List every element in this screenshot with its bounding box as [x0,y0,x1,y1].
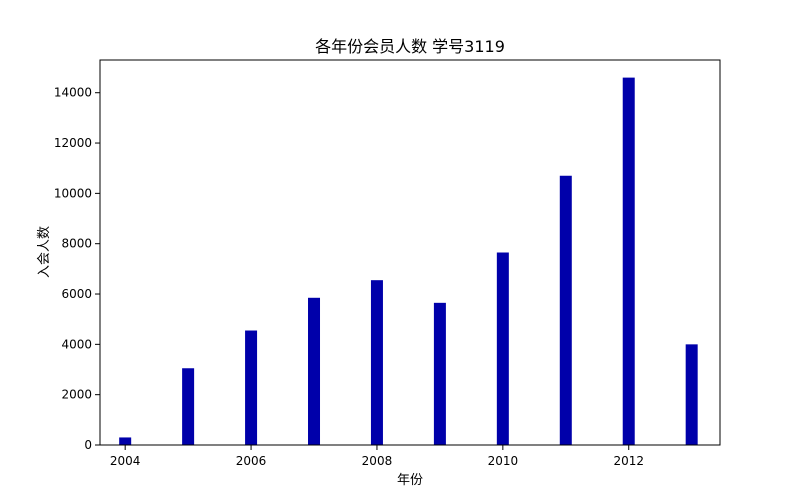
x-tick-label: 2006 [236,454,267,468]
bar-2007 [308,297,321,445]
y-tick-label: 6000 [61,287,92,301]
x-axis-label: 年份 [397,473,423,488]
bar-2012 [622,77,635,446]
y-axis: 0 2000 4000 6000 8000 10000 12000 14000 [54,86,100,452]
bar-2005 [182,368,195,445]
bars-group [119,77,698,446]
y-tick-label: 2000 [61,388,92,402]
chart-title: 各年份会员人数 学号3119 [315,37,505,56]
x-axis: 2004 2006 2008 2010 2012 [110,445,644,468]
bar-2011 [559,175,572,445]
bar-2009 [433,302,446,445]
bar-2006 [245,330,258,445]
y-tick-label: 0 [84,438,92,452]
bar-2013 [685,344,698,445]
x-tick-label: 2012 [613,454,644,468]
y-tick-label: 8000 [61,237,92,251]
y-tick-label: 10000 [54,186,92,200]
y-tick-label: 4000 [61,337,92,351]
x-tick-label: 2010 [488,454,519,468]
bar-2004 [119,437,132,445]
y-tick-label: 14000 [54,86,92,100]
x-tick-label: 2004 [110,454,141,468]
bar-2010 [496,252,509,445]
plot-frame [99,59,721,446]
bar-2008 [370,280,383,445]
x-tick-label: 2008 [362,454,393,468]
y-axis-label: 入会人数 [37,226,52,278]
y-tick-label: 12000 [54,136,92,150]
